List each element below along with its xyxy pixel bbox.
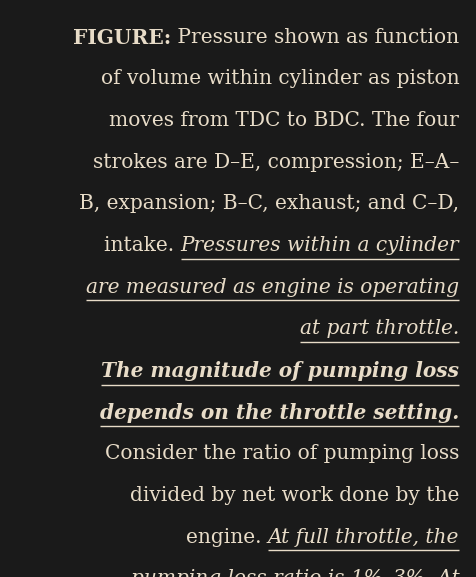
Text: moves from TDC to BDC. The four: moves from TDC to BDC. The four [109, 111, 459, 130]
Text: of volume within cylinder as piston: of volume within cylinder as piston [101, 69, 459, 88]
Text: FIGURE:: FIGURE: [73, 28, 171, 48]
Text: divided by net work done by the: divided by net work done by the [130, 486, 459, 505]
Text: are measured as engine is operating: are measured as engine is operating [86, 278, 459, 297]
Text: Pressure shown as function: Pressure shown as function [171, 28, 459, 47]
Text: pumping loss ratio is 1%–3%. At: pumping loss ratio is 1%–3%. At [130, 569, 459, 577]
Text: At full throttle, the: At full throttle, the [268, 528, 459, 546]
Text: Pressures within a cylinder: Pressures within a cylinder [181, 236, 459, 255]
Text: intake.: intake. [104, 236, 181, 255]
Text: depends on the throttle setting.: depends on the throttle setting. [100, 403, 459, 423]
Text: engine.: engine. [186, 528, 268, 546]
Text: Consider the ratio of pumping loss: Consider the ratio of pumping loss [105, 444, 459, 463]
Text: B, expansion; B–C, exhaust; and C–D,: B, expansion; B–C, exhaust; and C–D, [79, 194, 459, 213]
Text: The magnitude of pumping loss: The magnitude of pumping loss [101, 361, 459, 381]
Text: strokes are D–E, compression; E–A–: strokes are D–E, compression; E–A– [93, 153, 459, 172]
Text: at part throttle.: at part throttle. [300, 319, 459, 338]
